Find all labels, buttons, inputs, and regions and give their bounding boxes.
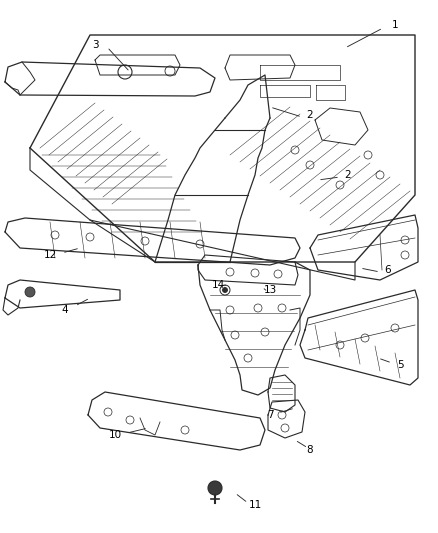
Text: 10: 10 <box>109 430 122 440</box>
Text: 14: 14 <box>212 280 225 290</box>
Text: 2: 2 <box>345 170 351 180</box>
Text: 6: 6 <box>385 265 391 275</box>
Text: 12: 12 <box>43 250 57 260</box>
Text: 5: 5 <box>397 360 403 370</box>
Text: 4: 4 <box>62 305 68 315</box>
Text: 3: 3 <box>92 40 98 50</box>
Text: 1: 1 <box>392 20 398 30</box>
Circle shape <box>223 287 227 293</box>
Text: 13: 13 <box>263 285 277 295</box>
Text: 11: 11 <box>248 500 261 510</box>
Text: 2: 2 <box>307 110 313 120</box>
Text: 8: 8 <box>307 445 313 455</box>
Circle shape <box>25 287 35 297</box>
Text: 7: 7 <box>267 410 273 420</box>
Circle shape <box>208 481 222 495</box>
